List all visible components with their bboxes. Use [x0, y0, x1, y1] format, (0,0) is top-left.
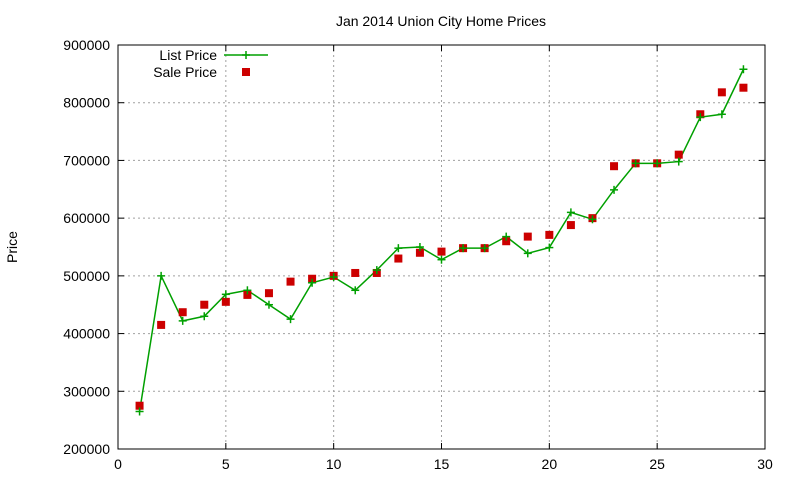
sale-price-point — [610, 162, 619, 171]
list-price-point — [523, 249, 532, 258]
sale-price-point — [437, 247, 446, 256]
x-tick-label: 10 — [326, 456, 342, 472]
sale-price-point — [243, 290, 252, 299]
sale-price-point — [717, 88, 726, 97]
legend-label-list-price: List Price — [159, 47, 217, 63]
list-price-point — [545, 243, 554, 252]
list-price-point — [221, 290, 230, 299]
list-price-point — [739, 65, 748, 74]
x-tick-label: 20 — [542, 456, 558, 472]
y-axis-title: Price — [4, 231, 20, 263]
list-price-point — [308, 278, 317, 287]
list-price-point — [653, 159, 662, 168]
y-tick-label: 400000 — [63, 326, 110, 342]
sale-price-point — [415, 248, 424, 257]
list-price-point — [178, 316, 187, 325]
x-tick-label: 5 — [222, 456, 230, 472]
list-price-point — [351, 286, 360, 295]
y-tick-label: 200000 — [63, 441, 110, 457]
list-price-point — [415, 243, 424, 251]
sale-price-point — [674, 150, 683, 159]
series-layer — [135, 65, 748, 416]
sale-price-point — [351, 268, 360, 277]
list-price-point — [696, 113, 705, 122]
list-price-point — [588, 215, 597, 224]
sale-price-point — [545, 230, 554, 239]
sale-price-point — [523, 232, 532, 241]
sale-price-point — [157, 320, 166, 329]
list-price-point — [394, 244, 403, 253]
sale-price-point — [200, 300, 209, 309]
list-price-point — [286, 315, 295, 324]
sale-price-point — [286, 277, 295, 286]
y-tick-label: 300000 — [63, 383, 110, 399]
list-price-point — [631, 159, 640, 168]
list-price-point — [157, 271, 166, 280]
list-price-point — [610, 185, 619, 194]
list-price-point — [329, 273, 338, 282]
legend-label-sale-price: Sale Price — [153, 64, 217, 80]
sale-price-point — [566, 221, 575, 230]
sale-price-point — [308, 274, 317, 283]
list-price-point — [437, 255, 446, 264]
list-price-point — [502, 232, 511, 241]
sale-price-point — [739, 83, 748, 92]
list-price-point — [372, 266, 381, 275]
y-tick-label: 500000 — [63, 268, 110, 284]
list-price-point — [200, 312, 209, 321]
x-tick-label: 0 — [114, 456, 122, 472]
list-price-point — [566, 208, 575, 217]
sale-price-point — [502, 237, 511, 246]
sale-price-point — [394, 254, 403, 263]
plot-frame — [117, 44, 766, 450]
x-tick-label: 30 — [757, 456, 773, 472]
list-price-point — [264, 300, 273, 309]
grid — [118, 45, 765, 449]
y-tick-label: 900000 — [63, 37, 110, 53]
y-tick-label: 800000 — [63, 95, 110, 111]
chart-title: Jan 2014 Union City Home Prices — [336, 13, 546, 29]
list-price-point — [480, 244, 489, 253]
list-price-point — [243, 286, 252, 295]
y-tick-label: 700000 — [63, 152, 110, 168]
list-price-point — [674, 157, 683, 166]
x-tick-label: 25 — [649, 456, 665, 472]
legend-marker-sale-price — [242, 68, 250, 76]
y-tick-label: 600000 — [63, 210, 110, 226]
sale-price-point — [221, 297, 230, 306]
x-tick-label: 15 — [434, 456, 450, 472]
sale-price-point — [178, 308, 187, 317]
list-price-point — [135, 407, 144, 416]
list-price-point — [717, 110, 726, 119]
sale-price-point — [264, 289, 273, 298]
sale-price-point — [135, 401, 144, 410]
list-price-point — [459, 244, 468, 253]
